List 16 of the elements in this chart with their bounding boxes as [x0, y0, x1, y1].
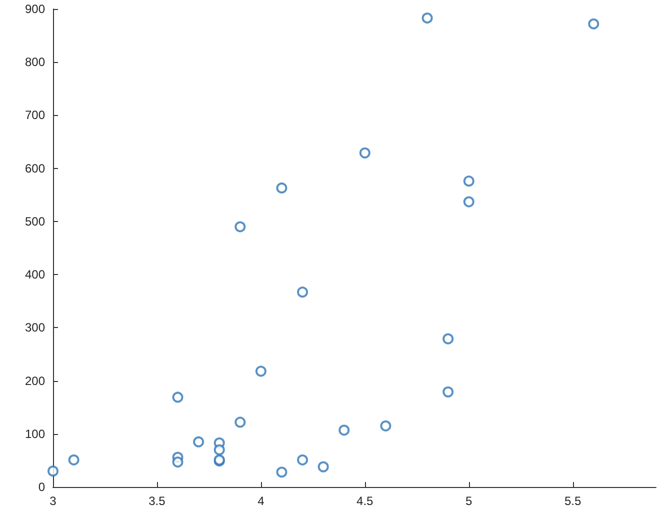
y-tick-label: 900: [24, 2, 46, 16]
y-tick-label: 700: [24, 108, 46, 122]
y-tick-label: 400: [24, 268, 46, 282]
x-tick-label: 3: [50, 494, 57, 508]
x-tick-label: 4.5: [356, 494, 374, 508]
y-tick-label: 500: [24, 214, 46, 228]
x-tick-label: 5: [466, 494, 473, 508]
y-tick-label: 0: [38, 480, 46, 494]
y-tick-label: 200: [24, 374, 46, 388]
x-tick-label: 5.5: [564, 494, 582, 508]
y-tick-label: 600: [24, 161, 46, 176]
x-tick-label: 3.5: [148, 494, 166, 508]
y-tick-label: 800: [24, 55, 46, 70]
y-tick-label: 100: [24, 426, 46, 441]
y-tick-label: 300: [24, 320, 46, 335]
x-tick-label: 4: [258, 494, 265, 508]
